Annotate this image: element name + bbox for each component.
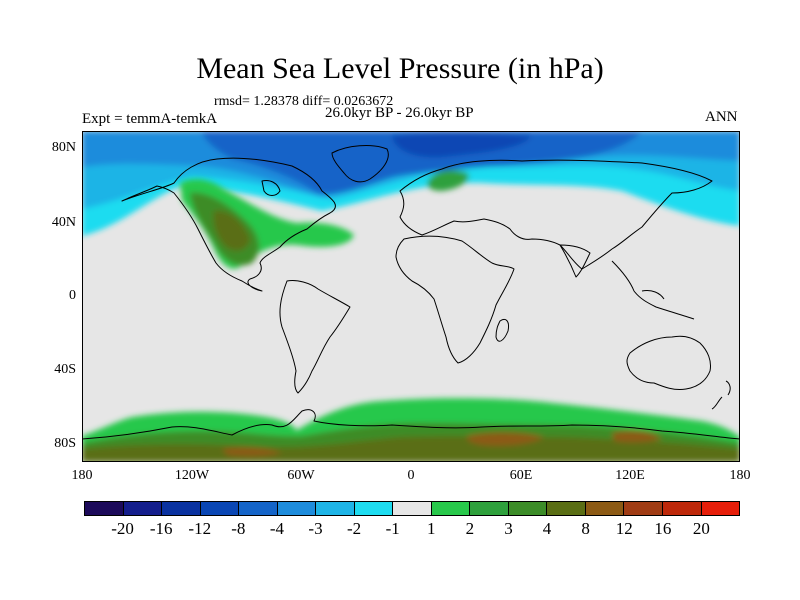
- colorbar: [84, 501, 740, 516]
- coastline-southeast-asia: [611, 260, 695, 320]
- period-label: 26.0kyr BP - 26.0kyr BP: [325, 105, 474, 121]
- map-border: [82, 131, 740, 462]
- colorbar-label: 8: [581, 519, 590, 538]
- colorbar-bin: [354, 502, 394, 515]
- lon-label-180e: 180: [729, 468, 751, 483]
- colorbar-label: 2: [465, 519, 475, 538]
- colorbar-label: 3: [504, 519, 513, 538]
- lat-label-40s: 40S: [54, 362, 76, 377]
- coastline-africa: [395, 235, 515, 364]
- colorbar-bin: [662, 502, 702, 515]
- colorbar-label: 12: [615, 519, 633, 538]
- colorbar-bin: [123, 502, 163, 515]
- anomaly-north-darkblue: [392, 132, 532, 158]
- colorbar-label: 4: [542, 519, 552, 538]
- pressure-map: [82, 131, 740, 462]
- map-title: Mean Sea Level Pressure (in hPa): [196, 52, 604, 85]
- colorbar-bin: [585, 502, 625, 515]
- colorbar-label: -20: [111, 519, 134, 538]
- coastline-australia: [626, 335, 711, 390]
- lat-label-80s: 80S: [54, 436, 76, 451]
- anomaly-south-brown: [222, 431, 662, 457]
- colorbar-label: -1: [385, 519, 400, 538]
- colorbar-label: -16: [149, 519, 173, 538]
- colorbar-bin: [316, 502, 355, 515]
- colorbar-bin: [239, 502, 278, 515]
- colorbar-bin: [431, 502, 471, 515]
- colorbar-label: -12: [188, 519, 212, 538]
- coastline-india: [559, 244, 591, 278]
- coastline-hudson-bay: [261, 180, 281, 196]
- lon-label-120e: 120E: [615, 468, 645, 483]
- coastline-greenland: [331, 145, 389, 183]
- lon-label-0: 0: [407, 468, 415, 483]
- colorbar-label: -3: [308, 519, 323, 538]
- experiment-label: Expt = temmA-temkA: [82, 111, 218, 127]
- coastline-madagascar: [495, 318, 509, 342]
- colorbar-bin: [470, 502, 509, 515]
- season-label: ANN: [705, 109, 738, 125]
- colorbar-bin: [200, 502, 240, 515]
- colorbar-bin: [162, 502, 201, 515]
- lon-label-60e: 60E: [509, 468, 533, 483]
- lon-label-180w: 180: [71, 468, 93, 483]
- colorbar-bin: [547, 502, 586, 515]
- coastline-new-zealand: [711, 380, 731, 410]
- colorbar-label: -4: [269, 519, 285, 538]
- colorbar-bin: [701, 502, 740, 515]
- colorbar-label: 16: [654, 519, 672, 538]
- stats-line: rmsd= 1.28378 diff= 0.0263672: [214, 94, 394, 109]
- lat-label-40n: 40N: [51, 215, 76, 230]
- lat-label-0: 0: [69, 288, 76, 303]
- lon-label-120w: 120W: [174, 468, 210, 483]
- coastline-eurasia: [399, 159, 713, 270]
- coastline-north-america: [121, 157, 336, 292]
- colorbar-bin: [85, 502, 124, 515]
- anomaly-namerica-olive: [213, 210, 250, 251]
- colorbar-bin: [624, 502, 663, 515]
- colorbar-bin: [508, 502, 548, 515]
- anomaly-scandinavia-green: [427, 170, 469, 191]
- colorbar-label: -2: [347, 519, 362, 538]
- lat-label-80n: 80N: [51, 140, 76, 155]
- colorbar-bin: [277, 502, 317, 515]
- colorbar-label: 1: [427, 519, 436, 538]
- colorbar-bin: [393, 502, 432, 515]
- coastlines: [82, 145, 740, 440]
- colorbar-label: -8: [231, 519, 246, 538]
- coastline-south-america: [279, 280, 351, 394]
- colorbar-label: 20: [692, 519, 710, 538]
- coastline-antarctica: [82, 409, 740, 440]
- lon-label-60w: 60W: [287, 468, 315, 483]
